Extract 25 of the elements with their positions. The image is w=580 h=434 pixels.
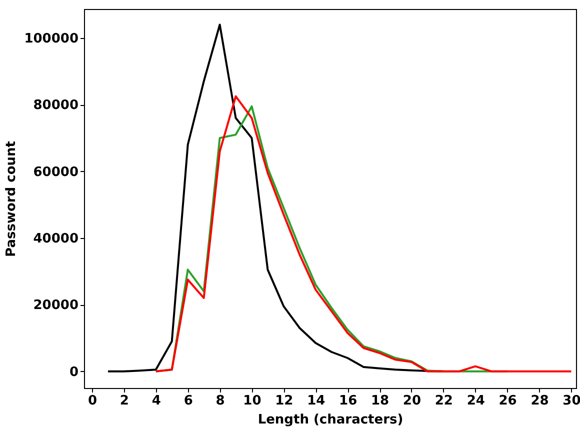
- x-tick-label: 0: [88, 394, 98, 408]
- x-tick-label: 2: [120, 394, 129, 408]
- y-tick-label: 20000: [33, 298, 78, 314]
- y-tick-label: 100000: [24, 32, 78, 46]
- y-tick-label: 40000: [33, 232, 78, 246]
- x-tick-label: 6: [184, 394, 193, 408]
- x-tick-label: 8: [216, 394, 225, 408]
- x-tick-label: 28: [530, 394, 549, 408]
- y-axis-title: Password count: [4, 141, 20, 257]
- x-tick-label: 12: [275, 394, 294, 408]
- x-axis-title: Length (characters): [258, 412, 404, 428]
- y-tick-label: 80000: [33, 98, 78, 114]
- x-tick-label: 14: [307, 394, 326, 408]
- x-tick-label: 26: [498, 394, 517, 408]
- x-tick-label: 20: [402, 394, 422, 408]
- x-tick-label: 4: [152, 394, 161, 408]
- x-tick-label: 22: [434, 394, 453, 408]
- x-tick-label: 16: [339, 394, 358, 408]
- line-series: [154, 95, 572, 372]
- x-tick-label: 24: [466, 394, 485, 408]
- x-tick-label: 18: [370, 394, 390, 408]
- x-tick-label: 10: [243, 394, 262, 408]
- x-tick-label: 30: [562, 394, 580, 408]
- y-tick-label: 60000: [33, 164, 78, 180]
- y-tick-label: 0: [69, 364, 78, 380]
